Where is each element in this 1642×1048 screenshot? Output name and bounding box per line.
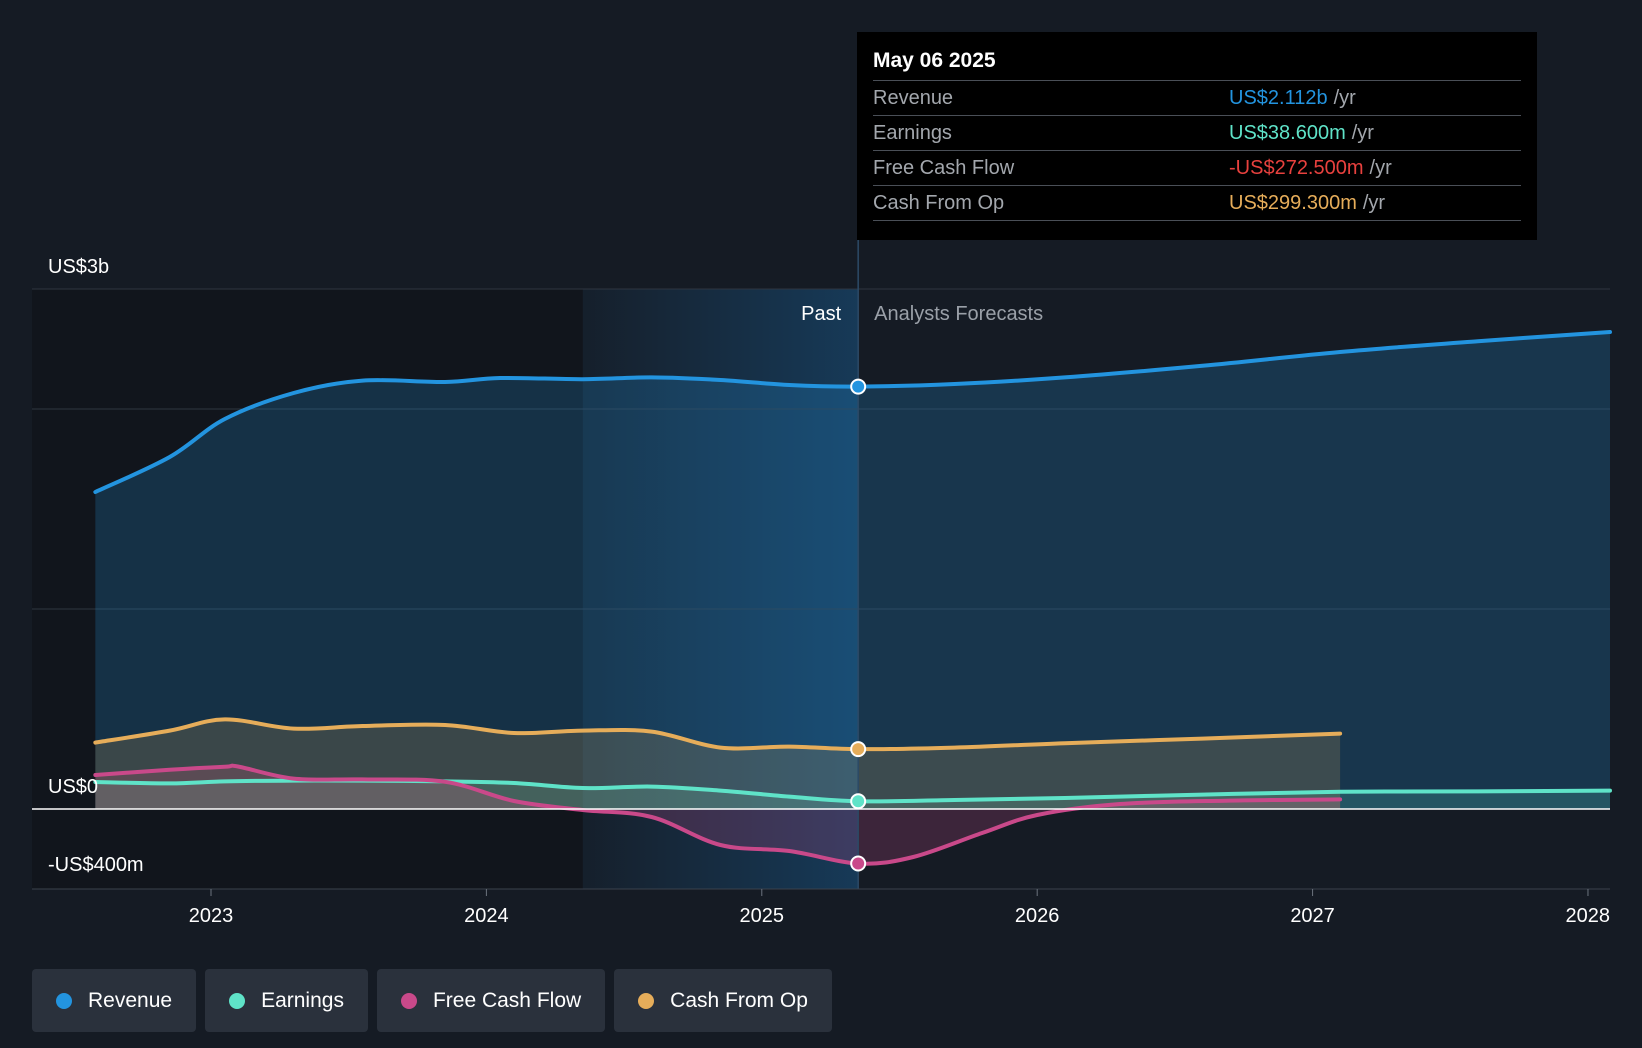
marker-earnings <box>850 793 867 810</box>
tooltip-row-free-cash-flow: Free Cash Flow -US$272.500m /yr <box>873 150 1521 185</box>
series-line-cash-from-op <box>93 717 1343 752</box>
x-tick-label: 2025 <box>740 905 785 927</box>
series-areas <box>95 332 1610 864</box>
legend-dot-icon <box>229 992 246 1009</box>
series-area-free-cash-flow <box>95 765 1341 864</box>
tooltip-label: Free Cash Flow <box>873 157 1015 179</box>
tooltip-unit: /yr <box>1333 87 1356 109</box>
chart-legend: Revenue Earnings Free Cash Flow Cash Fro… <box>32 969 832 1032</box>
legend-dot-icon <box>400 992 417 1009</box>
y-axis-label: US$0 <box>48 776 98 798</box>
tooltip-row-cash-from-op: Cash From Op US$299.300m /yr <box>873 185 1521 221</box>
past-label: Past <box>801 303 841 325</box>
hover-markers <box>850 378 867 872</box>
tooltip-value: US$2.112b <box>1229 87 1328 109</box>
tooltip-unit: /yr <box>1351 122 1374 144</box>
tooltip-date: May 06 2025 <box>873 49 996 72</box>
marker-free-cash-flow <box>850 855 867 872</box>
legend-label: Cash From Op <box>670 988 808 1012</box>
tooltip-label: Revenue <box>873 87 954 109</box>
legend-label: Earnings <box>261 988 344 1012</box>
y-axis-label: US$3b <box>48 256 109 278</box>
tooltip-value: US$38.600m <box>1229 122 1346 144</box>
series-line-free-cash-flow <box>93 763 1343 866</box>
tooltip-label: Cash From Op <box>873 192 1005 214</box>
tooltip-label: Earnings <box>873 122 952 144</box>
marker-cash-from-op <box>850 741 867 758</box>
marker-revenue <box>850 378 867 395</box>
series-lines <box>93 330 1612 866</box>
legend-item-cash-from-op[interactable]: Cash From Op <box>614 969 832 1032</box>
legend-dot-icon <box>56 992 72 1009</box>
tooltip-value: -US$272.500m <box>1229 157 1364 179</box>
tooltip-unit: /yr <box>1362 192 1386 214</box>
x-axis-ticks: 2023 2024 2025 2026 2027 2028 <box>32 888 1611 927</box>
tooltip-value: US$299.300m <box>1229 192 1357 214</box>
legend-item-revenue[interactable]: Revenue <box>32 969 197 1032</box>
series-area-revenue <box>95 332 1610 809</box>
x-tick-label: 2026 <box>1015 905 1060 927</box>
tooltip-row-earnings: Earnings US$38.600m /yr <box>873 115 1521 150</box>
legend-item-free-cash-flow[interactable]: Free Cash Flow <box>376 969 606 1032</box>
legend-label: Free Cash Flow <box>432 988 582 1012</box>
x-tick-label: 2024 <box>464 905 509 927</box>
x-tick-label: 2028 <box>1566 905 1611 927</box>
legend-item-earnings[interactable]: Earnings <box>205 969 368 1032</box>
legend-label: Revenue <box>88 988 173 1012</box>
series-area-cash-from-op <box>95 719 1341 809</box>
forecast-label: Analysts Forecasts <box>874 303 1043 325</box>
tooltip-row-revenue: Revenue US$2.112b /yr <box>873 80 1521 115</box>
y-axis-labels: US$3b US$0 -US$400m <box>48 256 144 876</box>
x-tick-label: 2023 <box>189 905 234 927</box>
hover-tooltip: May 06 2025 Revenue US$2.112b /yr Earnin… <box>857 32 1537 240</box>
x-tick-label: 2027 <box>1290 905 1335 927</box>
tooltip-unit: /yr <box>1369 157 1392 179</box>
series-line-revenue <box>93 330 1612 494</box>
legend-dot-icon <box>638 992 655 1009</box>
y-axis-label: -US$400m <box>48 854 144 876</box>
